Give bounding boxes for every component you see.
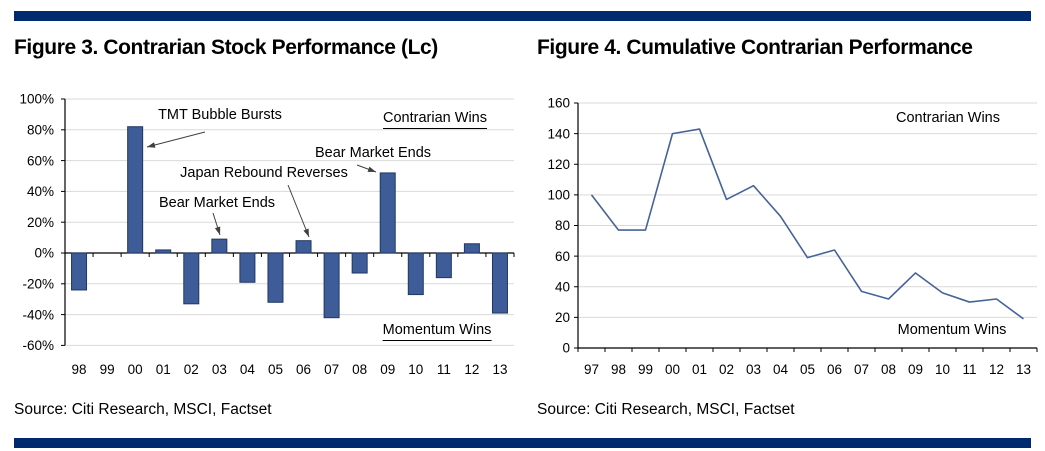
y-tick-label: -60%	[22, 338, 54, 353]
y-tick-label: 0	[562, 341, 570, 356]
x-tick-label: 01	[156, 362, 171, 377]
figure3-title: Figure 3. Contrarian Stock Performance (…	[14, 36, 438, 59]
x-tick-label: 98	[72, 362, 87, 377]
x-tick-label: 11	[437, 362, 451, 377]
x-tick-label: 00	[128, 362, 143, 377]
x-tick-label: 04	[240, 362, 256, 377]
annotation-arrow	[146, 131, 206, 148]
figure4-title: Figure 4. Cumulative Contrarian Performa…	[537, 36, 973, 59]
bar	[351, 252, 368, 274]
bar	[463, 243, 480, 254]
annotation-label: Bear Market Ends	[314, 145, 432, 161]
bar-chart-svg: 100% 80% 60% 40% 20% 0% -20% -40% -60% 98 99 00 01 02…	[19, 92, 515, 377]
series-line	[590, 128, 1024, 320]
figure4-chart: 160 140 120 100 80 60 40 20 0 97 98 99 00 01 02 03 04 05 0…	[537, 88, 1045, 390]
x-tick-label: 03	[212, 362, 227, 377]
x-tick-label: 02	[184, 362, 199, 377]
bar	[239, 252, 256, 283]
annotation-label: Bear Market Ends	[158, 195, 276, 211]
annotation-arrowhead	[147, 142, 156, 148]
region-label-top-right: Contrarian Wins	[896, 110, 1000, 126]
bottom-rule	[14, 438, 1031, 448]
x-tick-label: 04	[773, 362, 789, 377]
x-tick-label: 09	[908, 362, 923, 377]
line-chart-svg: 160 140 120 100 80 60 40 20 0 97 98 99 00 01 02 03 04 05 0…	[547, 96, 1038, 377]
bar	[435, 252, 452, 279]
bar	[155, 249, 172, 254]
y-tick-label: 40%	[27, 184, 54, 199]
x-tick-label: 01	[692, 362, 707, 377]
y-tick-label: 100%	[19, 92, 54, 107]
annotation-arrowhead	[303, 228, 309, 237]
x-tick-label: 12	[989, 362, 1004, 377]
bar	[323, 252, 340, 319]
annotation-arrowhead	[214, 226, 221, 235]
y-tick-label: -20%	[22, 277, 54, 292]
x-tick-label: 07	[854, 362, 869, 377]
x-tick-label: 05	[268, 362, 283, 377]
bar	[407, 252, 424, 296]
figure3-chart: 100% 80% 60% 40% 20% 0% -20% -40% -60% 98 99 00 01 02…	[14, 88, 522, 390]
y-tick-label: 80	[555, 218, 570, 233]
y-tick-label: 40	[555, 279, 570, 294]
x-tick-label: 99	[638, 362, 653, 377]
y-tick-label: 140	[547, 126, 570, 141]
x-tick-label: 13	[1016, 362, 1031, 377]
bar	[379, 172, 396, 254]
y-tick-label: 20%	[27, 215, 54, 230]
bar	[267, 252, 284, 303]
x-tick-label: 99	[100, 362, 115, 377]
y-tick-label: 120	[547, 157, 570, 172]
y-tick-label: 60%	[27, 153, 54, 168]
bar	[71, 252, 88, 291]
annotation-arrow	[287, 184, 310, 238]
x-tick-label: 08	[881, 362, 896, 377]
bar	[295, 240, 312, 254]
region-label-bottom-right: Momentum Wins	[897, 322, 1007, 338]
x-tick-label: 09	[380, 362, 395, 377]
annotation-label: TMT Bubble Bursts	[158, 107, 282, 123]
x-tick-label: 07	[324, 362, 339, 377]
x-tick-label: 00	[665, 362, 680, 377]
bar	[211, 238, 228, 254]
x-tick-label: 08	[352, 362, 367, 377]
x-tick-label: 05	[800, 362, 815, 377]
y-tick-label: 60	[555, 249, 570, 264]
region-label-top-right: Contrarian Wins	[383, 110, 487, 129]
bar	[183, 252, 200, 305]
figure3-source: Source: Citi Research, MSCI, Factset	[14, 401, 272, 418]
x-tick-label: 11	[962, 362, 976, 377]
annotation-arrowhead	[367, 166, 376, 172]
x-tick-label: 06	[296, 362, 311, 377]
y-tick-label: 100	[547, 188, 570, 203]
x-tick-label: 13	[492, 362, 507, 377]
x-tick-label: 98	[611, 362, 626, 377]
bar	[127, 126, 144, 254]
x-tick-label: 12	[464, 362, 479, 377]
y-tick-label: 80%	[27, 123, 54, 138]
x-tick-label: 10	[408, 362, 423, 377]
x-tick-label: 03	[746, 362, 761, 377]
y-tick-label: -40%	[22, 307, 54, 322]
annotation-label: Japan Rebound Reverses	[180, 165, 348, 181]
y-tick-label: 20	[555, 310, 570, 325]
x-tick-label: 10	[935, 362, 950, 377]
y-tick-label: 0%	[34, 246, 54, 261]
x-tick-label: 97	[584, 362, 599, 377]
x-tick-label: 02	[719, 362, 734, 377]
top-rule	[14, 11, 1031, 21]
y-tick-label: 160	[547, 96, 570, 111]
region-label-bottom-right: Momentum Wins	[382, 322, 492, 341]
bar	[491, 252, 508, 314]
figure4-source: Source: Citi Research, MSCI, Factset	[537, 401, 795, 418]
x-tick-label: 06	[827, 362, 842, 377]
